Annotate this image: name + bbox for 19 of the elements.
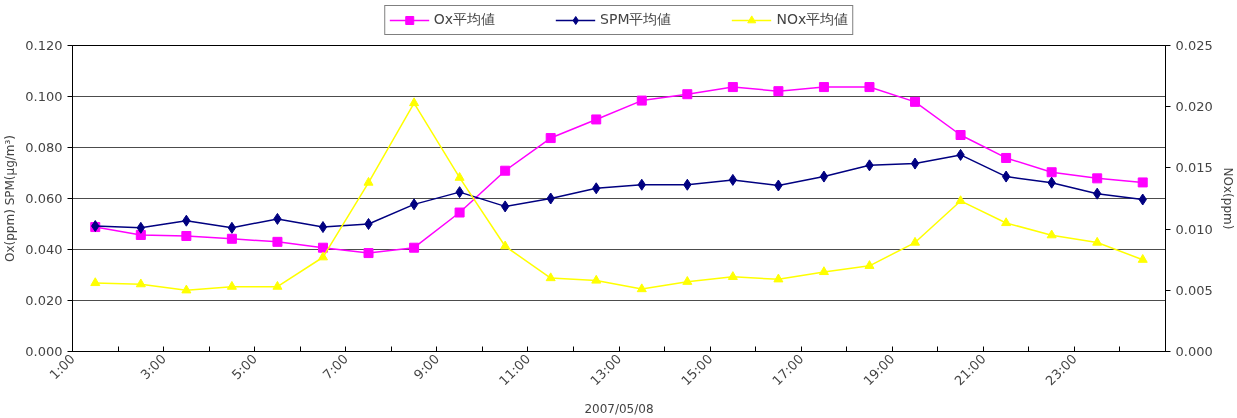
y-tick-label: 0.120	[25, 38, 63, 53]
y2-tick-label: 0.020	[1175, 99, 1213, 115]
y2-tick-label: 0.010	[1175, 221, 1213, 237]
y-tick-label: 0.000	[25, 344, 63, 359]
legend-label: SPM平均値	[600, 11, 672, 29]
y-tick-label: 0.060	[25, 191, 63, 206]
y-tick-label: 0.020	[25, 293, 63, 308]
legend-label: Ox平均値	[433, 11, 496, 29]
legend-label: NOx平均値	[776, 11, 849, 29]
x-axis-title: 2007/05/08	[584, 401, 654, 416]
y-tick-label: 0.080	[25, 140, 63, 155]
y2-tick-label: 0.015	[1175, 160, 1213, 176]
y-tick-label: 0.040	[25, 242, 63, 257]
y2-tick-label: 0.000	[1175, 344, 1213, 359]
y2-tick-label: 0.025	[1175, 38, 1213, 53]
y2-axis-title: NOx(ppm)	[1220, 167, 1235, 230]
y-tick-label: 0.100	[25, 89, 63, 104]
y-axis-title: Ox(ppm) SPM(μg/m³)	[3, 134, 18, 263]
y2-tick-label: 0.005	[1175, 282, 1213, 298]
